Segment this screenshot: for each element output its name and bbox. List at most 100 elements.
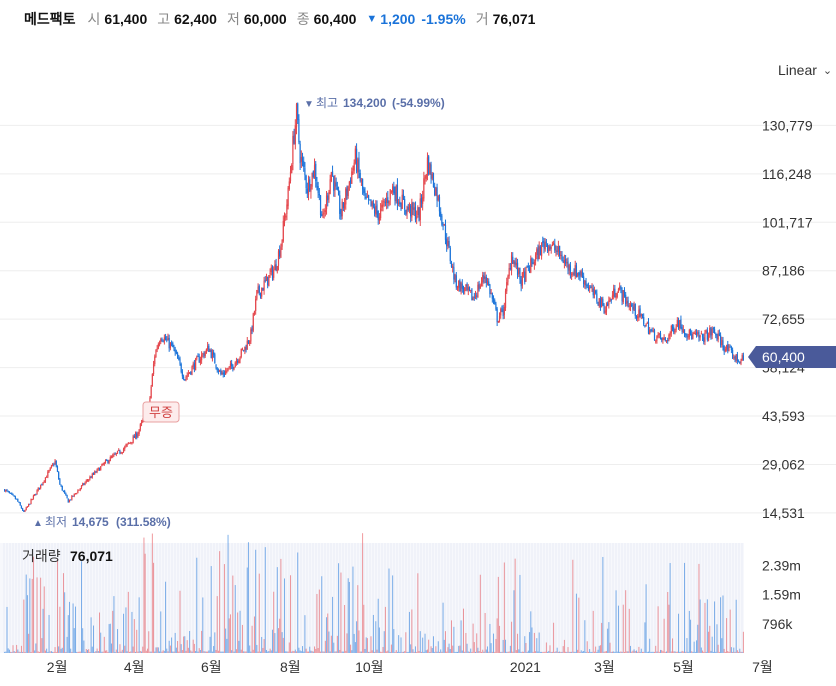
volume-bar	[172, 651, 174, 653]
candle-body	[519, 267, 521, 280]
volume-bar	[511, 621, 513, 653]
event-badge[interactable]: 무증	[142, 401, 180, 423]
volume-bar	[590, 651, 592, 653]
volume-bar	[741, 651, 743, 653]
volume-bar	[239, 610, 241, 653]
volume-bar	[285, 651, 287, 653]
volume-bar	[291, 651, 293, 653]
volume-bar	[432, 636, 434, 653]
candle-body	[62, 490, 65, 492]
volume-bar	[192, 639, 194, 653]
volume-bar	[424, 633, 426, 653]
volume-bar	[216, 596, 218, 653]
volume-bar	[571, 651, 573, 653]
candle-body	[643, 316, 645, 325]
volume-bar	[487, 646, 489, 653]
candle-body	[478, 283, 480, 290]
volume-bar	[294, 649, 296, 653]
candle-body	[68, 499, 71, 503]
volume-bar	[35, 643, 37, 653]
volume-bar	[270, 650, 272, 653]
candle-body	[605, 304, 608, 312]
candle-body	[584, 280, 586, 286]
volume-bar	[12, 645, 14, 653]
candle-body	[634, 304, 636, 316]
candle-body	[157, 343, 159, 349]
candle-body	[551, 244, 553, 246]
candle-body	[72, 495, 74, 497]
volume-bar	[694, 651, 696, 653]
candle-body	[214, 354, 216, 364]
candle-body	[633, 304, 635, 310]
candle-body	[361, 178, 364, 190]
candle-body	[461, 283, 463, 289]
candle-body	[42, 482, 44, 485]
candle-body	[459, 280, 461, 292]
candle-body	[561, 254, 563, 262]
candle-body	[581, 272, 584, 278]
candle-body	[91, 473, 93, 478]
candle-body	[137, 433, 139, 438]
candle-body	[675, 326, 677, 331]
candle-body	[104, 460, 107, 463]
volume-bar	[84, 651, 86, 653]
candle-body	[287, 187, 289, 207]
candle-body	[83, 483, 85, 485]
volume-bar	[354, 642, 356, 653]
volume-bar	[733, 647, 735, 653]
volume-bar	[344, 605, 346, 653]
candle-body	[422, 197, 424, 204]
volume-bar	[615, 590, 617, 653]
volume-label: 거	[475, 11, 489, 27]
volume-bar	[639, 651, 641, 653]
volume-bar	[202, 597, 204, 653]
candle-body	[473, 296, 475, 298]
volume-bar	[310, 650, 312, 653]
candle-body	[556, 250, 558, 252]
candle-body	[244, 346, 246, 351]
volume-bar	[286, 651, 288, 653]
candle-body	[252, 313, 254, 331]
volume-bar	[646, 651, 648, 653]
candle-body	[168, 337, 170, 349]
candle-body	[232, 365, 234, 370]
volume-bar	[638, 646, 640, 653]
volume-bar	[253, 616, 255, 653]
candle-body	[725, 345, 728, 350]
candle-body	[231, 363, 233, 366]
candle-body	[579, 275, 581, 277]
candle-body	[575, 265, 578, 277]
volume-bar	[382, 646, 384, 653]
candle-body	[351, 171, 353, 184]
volume-bar	[53, 651, 55, 653]
candle-body	[364, 191, 366, 196]
candle-body	[568, 264, 570, 271]
scale-selector[interactable]: Linear ⌄	[778, 62, 832, 78]
volume-bar	[535, 651, 537, 653]
candle-body	[250, 329, 252, 342]
candle-body	[522, 272, 525, 274]
volume-bar	[609, 642, 611, 653]
volume-bar	[229, 614, 231, 653]
volume-bar	[412, 649, 414, 653]
candle-body	[205, 348, 208, 354]
candle-body	[322, 213, 324, 215]
candle-body	[742, 355, 744, 360]
candle-body	[108, 460, 110, 464]
candle-body	[163, 337, 165, 342]
candle-body	[699, 335, 701, 338]
candle-body	[35, 494, 37, 496]
candle-body	[527, 266, 529, 268]
volume-bar	[43, 586, 45, 653]
candle-body	[49, 467, 51, 471]
volume-bar	[256, 644, 258, 653]
volume-bar	[73, 628, 75, 653]
volume-bar	[476, 633, 478, 653]
volume-bar	[690, 619, 692, 653]
grid	[0, 124, 836, 514]
candle-body	[12, 494, 14, 496]
candle-body	[28, 503, 30, 507]
candle-body	[174, 349, 176, 353]
candle-body	[297, 103, 299, 121]
